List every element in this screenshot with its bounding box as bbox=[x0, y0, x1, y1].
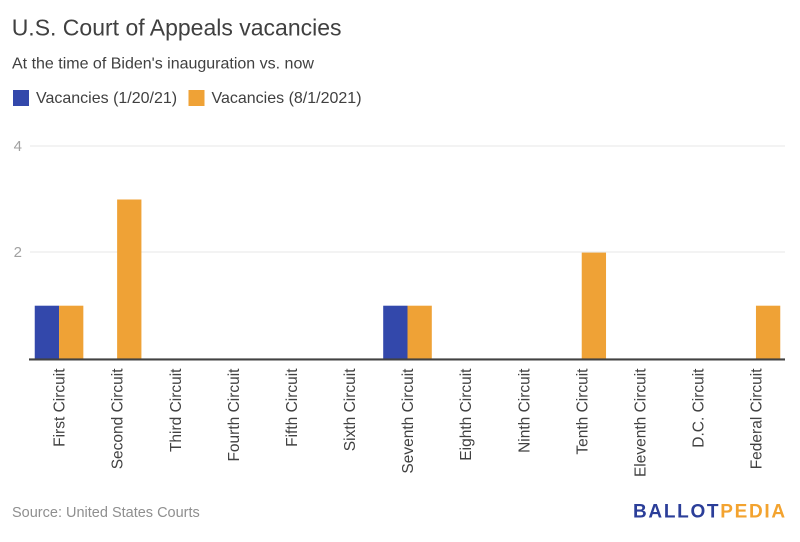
svg-text:Source: United States Courts: Source: United States Courts bbox=[12, 505, 200, 521]
svg-text:Tenth Circuit: Tenth Circuit bbox=[574, 368, 591, 455]
svg-text:BALLOTPEDIA: BALLOTPEDIA bbox=[633, 501, 787, 522]
svg-text:Federal Circuit: Federal Circuit bbox=[749, 368, 766, 469]
svg-text:2: 2 bbox=[14, 244, 22, 261]
svg-text:Eleventh Circuit: Eleventh Circuit bbox=[632, 368, 649, 477]
svg-text:Second Circuit: Second Circuit bbox=[110, 368, 127, 469]
svg-text:D.C. Circuit: D.C. Circuit bbox=[690, 368, 707, 448]
svg-text:Fourth Circuit: Fourth Circuit bbox=[226, 368, 243, 462]
svg-text:At the time of Biden's inaugur: At the time of Biden's inauguration vs. … bbox=[12, 56, 314, 73]
svg-text:Third Circuit: Third Circuit bbox=[168, 368, 185, 452]
svg-text:Fifth Circuit: Fifth Circuit bbox=[284, 368, 301, 447]
svg-text:U.S. Court of Appeals vacancie: U.S. Court of Appeals vacancies bbox=[12, 14, 342, 40]
svg-text:Seventh Circuit: Seventh Circuit bbox=[400, 368, 417, 474]
svg-text:Sixth Circuit: Sixth Circuit bbox=[342, 368, 359, 451]
svg-text:Eighth Circuit: Eighth Circuit bbox=[458, 368, 475, 461]
svg-text:First Circuit: First Circuit bbox=[52, 368, 69, 447]
svg-text:4: 4 bbox=[14, 138, 22, 155]
svg-text:Vacancies (1/20/21): Vacancies (1/20/21) bbox=[36, 90, 177, 107]
svg-text:Ninth Circuit: Ninth Circuit bbox=[516, 368, 533, 453]
svg-text:Vacancies (8/1/2021): Vacancies (8/1/2021) bbox=[212, 90, 362, 107]
